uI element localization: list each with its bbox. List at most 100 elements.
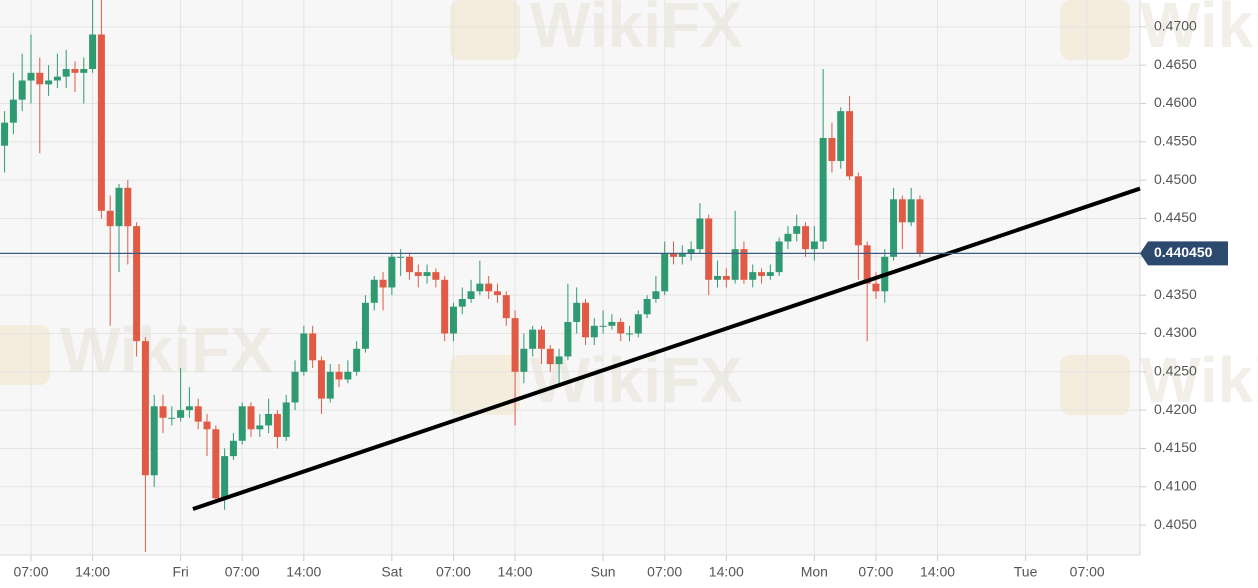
candle-body bbox=[740, 249, 748, 280]
candle-body bbox=[872, 283, 880, 292]
x-tick-label: 07:00 bbox=[647, 564, 682, 580]
watermark: WikiFX bbox=[60, 314, 273, 386]
candle-body bbox=[573, 302, 581, 322]
candle-body bbox=[300, 333, 308, 372]
candle-body bbox=[599, 325, 607, 327]
candle-body bbox=[247, 406, 255, 430]
candle-body bbox=[493, 291, 501, 296]
candle-body bbox=[97, 34, 105, 211]
candle-body bbox=[819, 137, 827, 242]
candle-body bbox=[546, 348, 554, 365]
candle-body bbox=[9, 99, 17, 123]
candle-body bbox=[36, 72, 44, 85]
candle-body bbox=[353, 348, 361, 372]
candle-body bbox=[661, 252, 669, 292]
candle-body bbox=[229, 440, 237, 457]
x-tick-label: 14:00 bbox=[75, 564, 110, 580]
candle-body bbox=[212, 429, 220, 499]
trend-line bbox=[192, 186, 1141, 511]
plot-background bbox=[0, 0, 1140, 555]
candle-body bbox=[432, 272, 440, 280]
candle-body bbox=[581, 302, 589, 338]
candle-body bbox=[441, 279, 449, 334]
candle-body bbox=[414, 272, 422, 276]
candle-body bbox=[449, 306, 457, 334]
watermark-icon bbox=[450, 0, 520, 60]
candle-body bbox=[115, 187, 123, 227]
candle-body bbox=[634, 314, 642, 334]
candle-body bbox=[221, 456, 229, 499]
candle-body bbox=[423, 272, 431, 276]
y-tick-label: 0.4550 bbox=[1154, 133, 1197, 149]
candle-body bbox=[53, 76, 61, 81]
price-label: 0.440450 bbox=[1154, 244, 1213, 260]
candle-body bbox=[265, 413, 273, 426]
candle-body bbox=[18, 80, 26, 100]
x-tick-label: Tue bbox=[1014, 564, 1038, 580]
y-tick-label: 0.4100 bbox=[1154, 477, 1197, 493]
y-tick-label: 0.4600 bbox=[1154, 94, 1197, 110]
candle-body bbox=[758, 272, 766, 276]
y-tick-label: 0.4150 bbox=[1154, 439, 1197, 455]
price-tag bbox=[1140, 241, 1228, 266]
candle-body bbox=[643, 298, 651, 315]
candle-body bbox=[652, 291, 660, 299]
candle-body bbox=[511, 318, 519, 372]
watermark-icon bbox=[0, 325, 50, 385]
x-tick-label: Sun bbox=[591, 564, 616, 580]
candle-body bbox=[890, 199, 898, 257]
candle-body bbox=[273, 413, 281, 437]
candle-body bbox=[124, 187, 132, 227]
candle-body bbox=[837, 111, 845, 161]
candle-body bbox=[696, 218, 704, 250]
candle-body bbox=[344, 371, 352, 380]
candle-body bbox=[898, 199, 906, 223]
candle-body bbox=[467, 291, 475, 299]
candle-body bbox=[802, 226, 810, 250]
candle-body bbox=[608, 321, 616, 326]
candle-body bbox=[203, 421, 211, 430]
x-tick-label: 07:00 bbox=[13, 564, 48, 580]
candle-body bbox=[388, 256, 396, 288]
candle-body bbox=[370, 279, 378, 303]
candle-body bbox=[564, 321, 572, 357]
x-tick-label: 07:00 bbox=[1070, 564, 1105, 580]
candle-body bbox=[537, 329, 545, 349]
candle-body bbox=[185, 406, 193, 411]
watermark: WikiFX bbox=[530, 344, 743, 416]
candle-body bbox=[714, 275, 722, 280]
candle-body bbox=[863, 245, 871, 284]
candle-body bbox=[133, 226, 141, 342]
candle-body bbox=[405, 256, 413, 273]
watermark-icon bbox=[1060, 355, 1130, 415]
x-tick-label: 14:00 bbox=[498, 564, 533, 580]
candle-body bbox=[159, 406, 167, 418]
candle-body bbox=[89, 34, 97, 69]
candle-body bbox=[907, 199, 915, 223]
candle-body bbox=[529, 329, 537, 349]
watermark: WikiFX bbox=[1140, 344, 1258, 416]
candle-body bbox=[555, 356, 563, 365]
candle-body bbox=[45, 80, 53, 85]
candle-body bbox=[590, 325, 598, 338]
x-tick-label: Fri bbox=[172, 564, 188, 580]
y-tick-label: 0.4650 bbox=[1154, 56, 1197, 72]
candle-body bbox=[80, 68, 88, 73]
candle-body bbox=[397, 256, 405, 258]
candle-body bbox=[722, 275, 730, 280]
candle-body bbox=[502, 295, 510, 319]
candle-body bbox=[749, 272, 757, 280]
y-tick-label: 0.4450 bbox=[1154, 209, 1197, 225]
candle-body bbox=[361, 302, 369, 349]
candle-body bbox=[168, 417, 176, 419]
candle-body bbox=[670, 252, 678, 257]
x-tick-label: 14:00 bbox=[920, 564, 955, 580]
watermark: WikiFX bbox=[1140, 0, 1258, 61]
candle-body bbox=[678, 252, 686, 257]
y-tick-label: 0.4250 bbox=[1154, 362, 1197, 378]
candle-body bbox=[62, 68, 70, 77]
candle-body bbox=[810, 241, 818, 250]
candle-body bbox=[485, 283, 493, 292]
